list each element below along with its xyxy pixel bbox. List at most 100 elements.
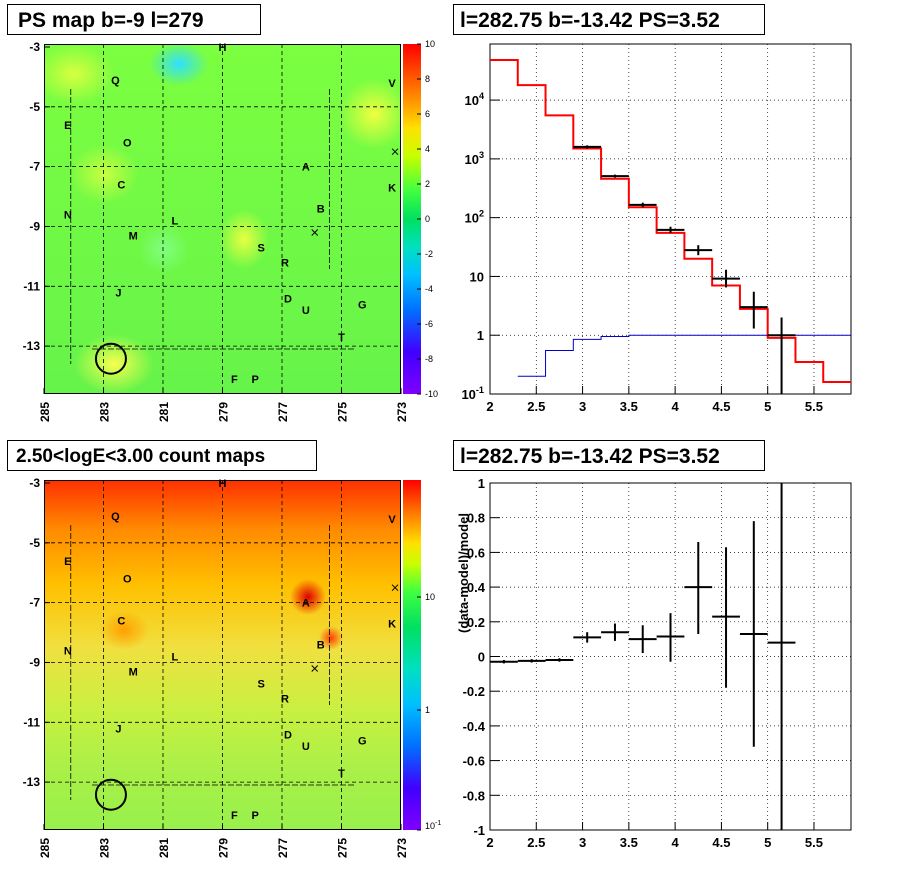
count-map-source-V: V: [388, 514, 396, 526]
ps-map-y-tick-label: -7: [29, 160, 40, 174]
ps-colorbar-label: -2: [425, 249, 433, 259]
count-map-cross-marker: [391, 584, 399, 592]
residual-x-tick-label: 3: [579, 835, 586, 850]
ps-map-source-F: F: [231, 374, 238, 386]
count-map-y-tick-label: -13: [23, 775, 41, 789]
count-map-x-tick-label: 273: [395, 838, 409, 858]
count-map-source-Q: Q: [111, 511, 120, 523]
count-map-source-B: B: [317, 640, 325, 652]
ps-map-source-Q: Q: [111, 75, 120, 87]
ps-colorbar-label: 0: [425, 214, 430, 224]
residual-y-tick-label: 0.2: [467, 615, 485, 630]
spectrum-y-tick-label: 103: [464, 150, 484, 167]
ps-map-source-V: V: [388, 78, 396, 90]
residual-x-tick-label: 4: [672, 835, 680, 850]
count-colorbar-label: 10-1: [425, 820, 441, 831]
residual-x-tick-label: 2: [486, 835, 493, 850]
ps-map-source-P: P: [252, 374, 259, 386]
ps-map-source-D: D: [284, 293, 292, 305]
ps-colorbar-label: 10: [425, 39, 435, 49]
ps-map-source-M: M: [129, 230, 138, 242]
count-map-source-T: T: [338, 768, 345, 780]
ps-map-colorbar: [403, 44, 421, 394]
ps-map-title: PS map b=-9 l=279: [7, 4, 261, 35]
count-map-title: 2.50<logE<3.00 count maps: [7, 440, 317, 471]
ps-map-y-tick-label: -11: [23, 279, 40, 293]
spectrum-x-tick-label: 5.5: [805, 399, 823, 414]
count-map-source-J: J: [115, 723, 121, 735]
ps-colorbar-label: -10: [425, 389, 438, 399]
count-map-source-O: O: [123, 574, 132, 586]
count-map-source-L: L: [172, 651, 179, 663]
ps-map-source-E: E: [64, 120, 71, 132]
count-map-selected-circle: [94, 778, 127, 811]
count-map-y-tick-label: -5: [29, 536, 40, 550]
ps-map-source-C: C: [117, 180, 125, 192]
count-map-y-tick-label: -3: [29, 476, 40, 490]
ps-map-source-R: R: [281, 257, 289, 269]
residual-x-tick-label: 2.5: [527, 835, 545, 850]
ps-map-cross-marker: [311, 229, 319, 236]
ps-map-source-K: K: [388, 183, 396, 195]
ps-map-source-S: S: [258, 242, 265, 254]
ps-map-x-tick-label: 283: [98, 402, 112, 422]
count-map-cross-marker: [311, 665, 319, 672]
count-map-colorbar: [403, 480, 421, 830]
residual-y-tick-label: 0.6: [467, 545, 485, 560]
residual-y-tick-label: -0.2: [463, 684, 485, 699]
ps-map-x-tick-label: 285: [38, 402, 52, 422]
ps-map-x-tick-label: 277: [276, 402, 290, 422]
ps-colorbar-label: -8: [425, 354, 433, 364]
count-map-source-P: P: [252, 810, 259, 822]
count-map-source-A: A: [302, 598, 310, 610]
count-map-y-tick-label: -7: [29, 596, 40, 610]
ps-map-source-G: G: [358, 299, 367, 311]
residual-title: l=282.75 b=-13.42 PS=3.52: [453, 440, 765, 471]
ps-map-selected-circle: [94, 342, 127, 375]
count-map-x-tick-label: 285: [38, 838, 52, 858]
ps-map-y-tick-label: -3: [29, 40, 40, 54]
ps-map-source-U: U: [302, 305, 310, 317]
ps-map-source-H: H: [219, 42, 227, 54]
spectrum-y-tick-label: 104: [464, 91, 484, 108]
spectrum-x-tick-label: 4: [672, 399, 680, 414]
ps-map-y-tick-label: -5: [29, 100, 40, 114]
residual-y-axis-title: (data-model)/model: [456, 513, 471, 633]
count-map-y-tick-label: -9: [29, 655, 40, 669]
spectrum-y-tick-label: 10: [470, 269, 484, 284]
ps-map-source-T: T: [338, 332, 345, 344]
ps-map-x-tick-label: 275: [336, 402, 350, 422]
residual-x-tick-label: 5.5: [805, 835, 823, 850]
count-map-source-H: H: [219, 478, 227, 490]
count-map-x-tick-label: 281: [157, 838, 171, 858]
spectrum-y-tick-label: 1: [477, 328, 484, 343]
residual-x-tick-label: 3.5: [620, 835, 638, 850]
count-map-x-tick-label: 279: [217, 838, 231, 858]
count-map-source-S: S: [258, 678, 265, 690]
ps-map-cross-marker: [391, 148, 399, 156]
count-map-source-M: M: [129, 666, 138, 678]
count-map-source-C: C: [117, 616, 125, 628]
count-map-source-D: D: [284, 729, 292, 741]
ps-colorbar-label: 4: [425, 144, 430, 154]
ps-colorbar-label: 6: [425, 109, 430, 119]
ps-map-y-tick-label: -13: [23, 339, 41, 353]
spectrum-plot-frame: [489, 43, 852, 395]
count-map-source-F: F: [231, 810, 238, 822]
ps-map-source-A: A: [302, 162, 310, 174]
residual-y-tick-label: -0.8: [463, 788, 485, 803]
spectrum-x-tick-label: 3.5: [620, 399, 638, 414]
ps-map-source-B: B: [317, 204, 325, 216]
count-map-source-N: N: [64, 646, 72, 658]
spectrum-x-tick-label: 4.5: [712, 399, 730, 414]
spectrum-title: l=282.75 b=-13.42 PS=3.52: [453, 4, 765, 35]
spectrum-x-tick-label: 5: [764, 399, 771, 414]
spectrum-x-tick-label: 2.5: [527, 399, 545, 414]
ps-map-x-tick-label: 273: [395, 402, 409, 422]
residual-y-tick-label: 0.4: [467, 580, 486, 595]
count-map-x-tick-label: 283: [98, 838, 112, 858]
residual-x-tick-label: 4.5: [712, 835, 730, 850]
spectrum-x-tick-label: 2: [486, 399, 493, 414]
component-histogram: [517, 334, 851, 377]
count-map-source-G: G: [358, 735, 367, 747]
